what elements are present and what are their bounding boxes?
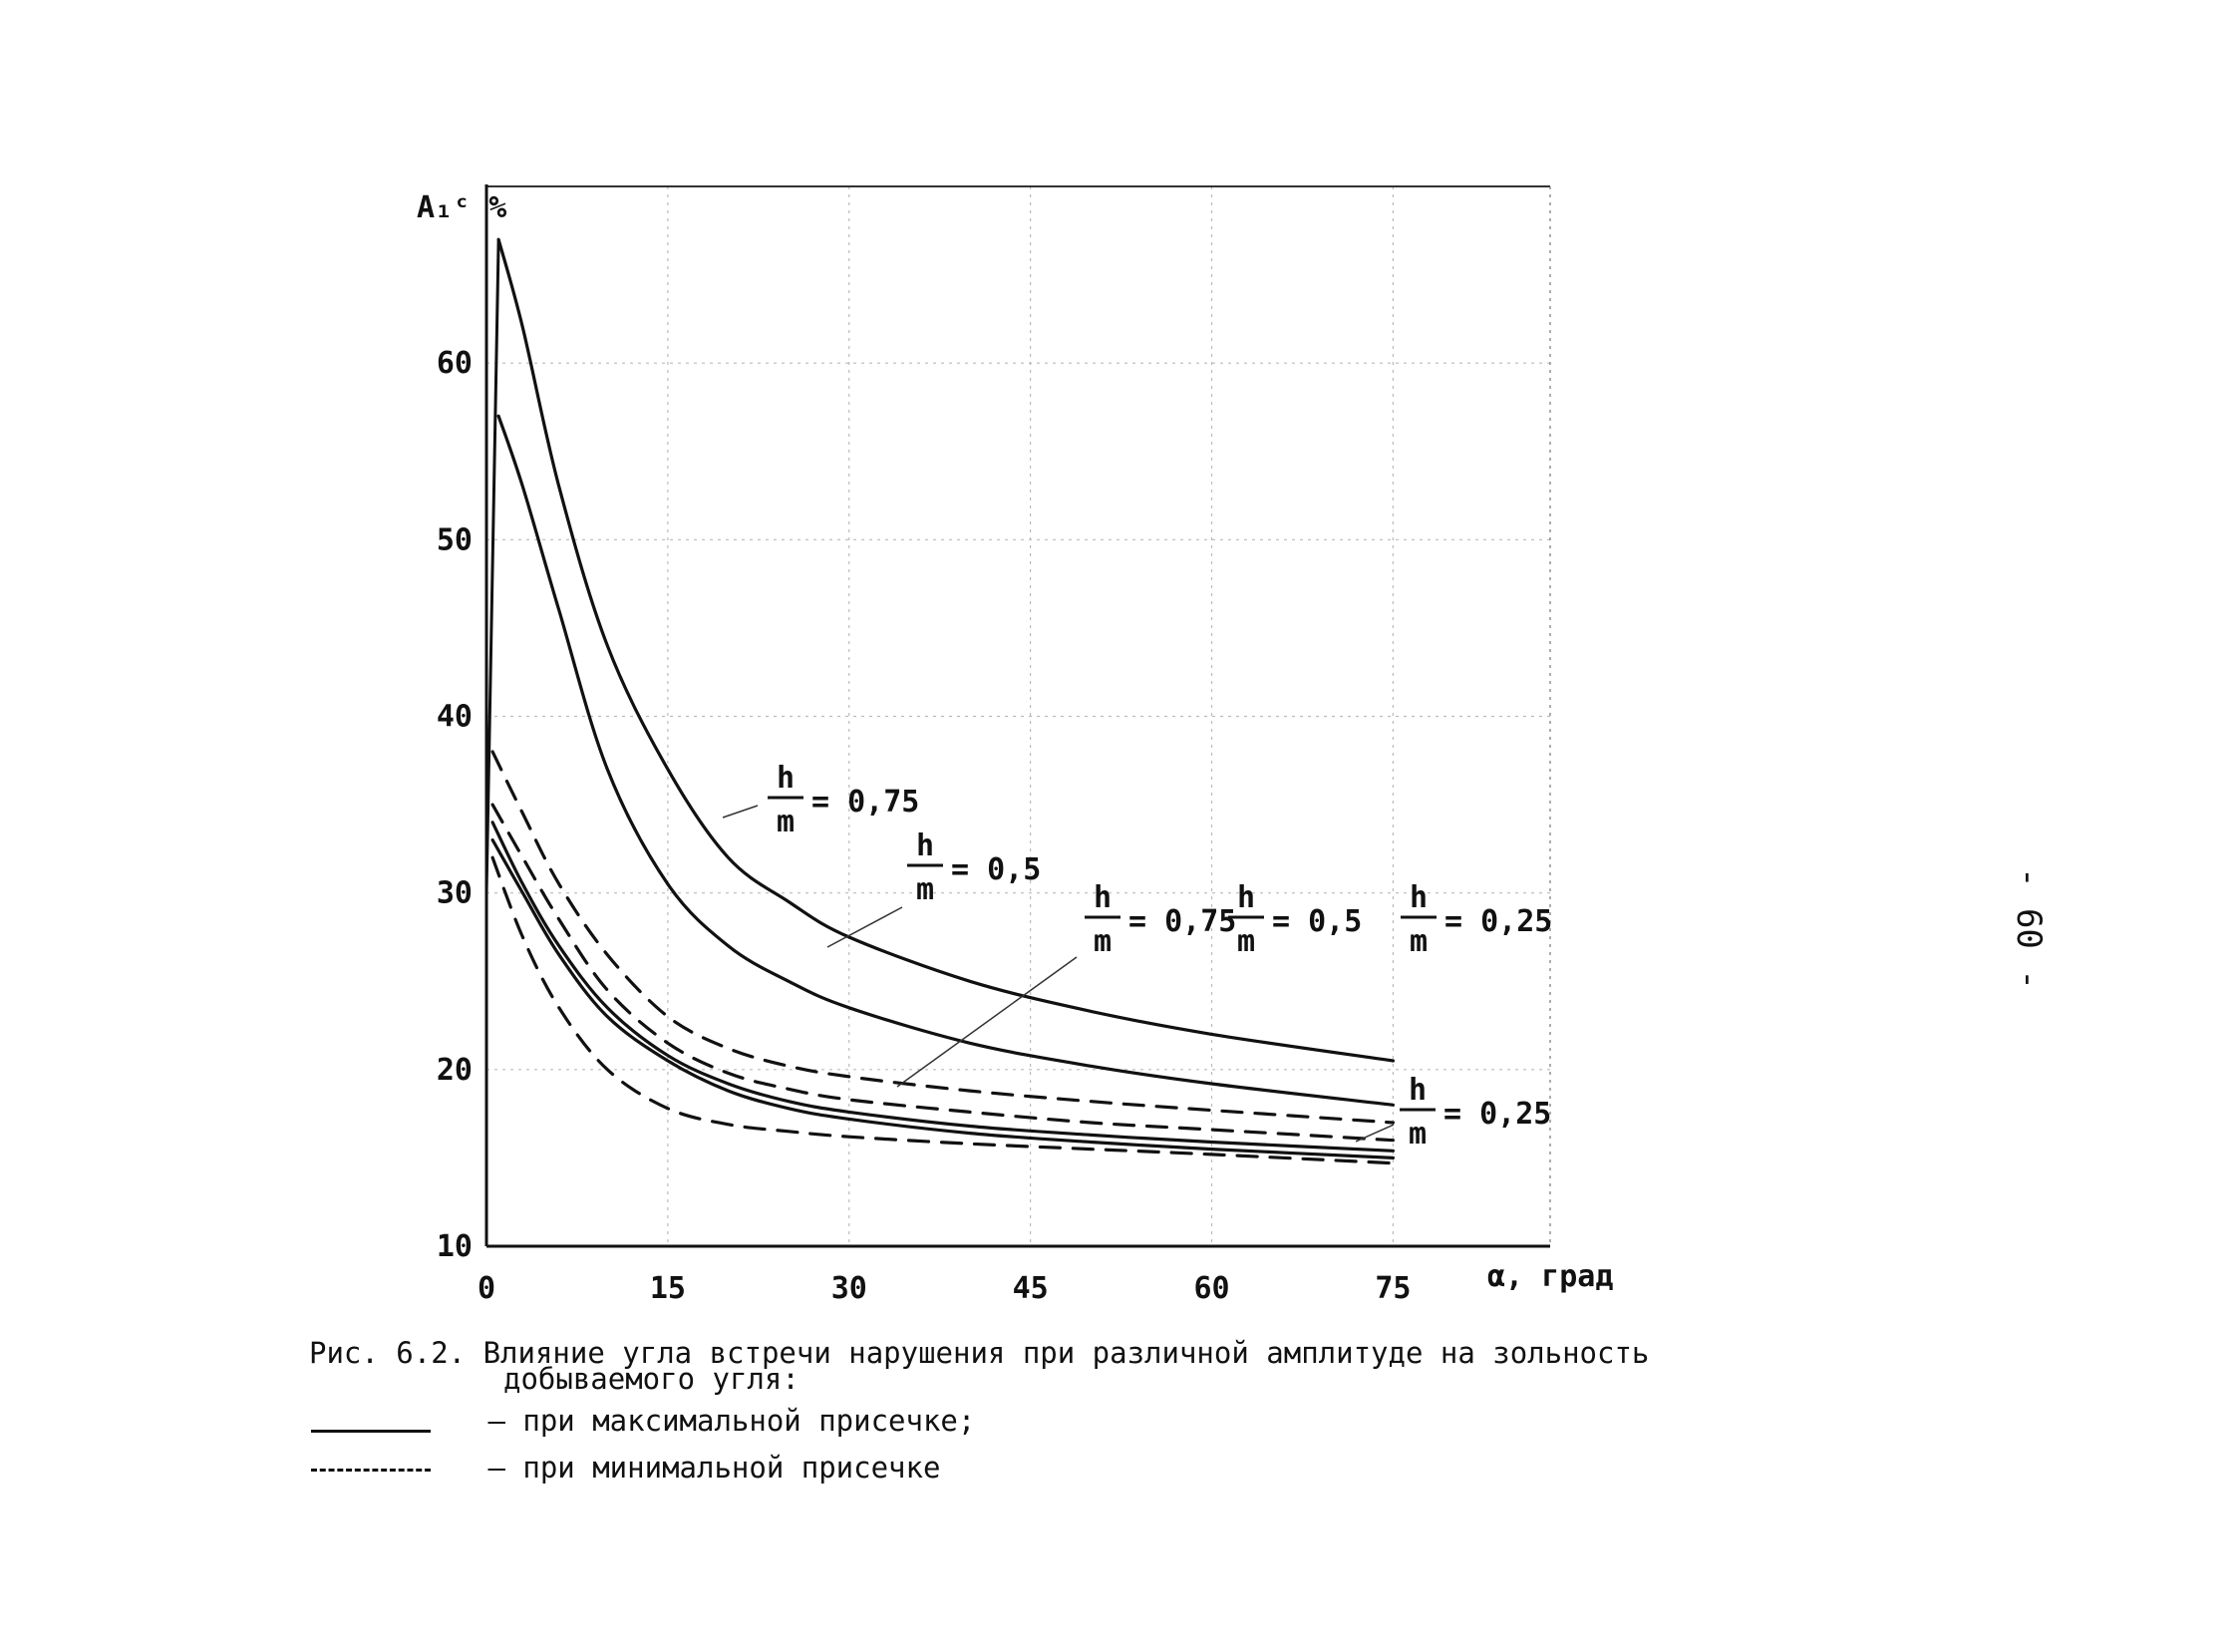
tick-labels: 0 15 30 45 60 75 10 20 30 40 50 60 [437, 346, 1412, 1306]
annotation-denominator: m [1237, 924, 1255, 959]
annotation-numerator: h [1409, 1073, 1427, 1108]
annotation-leader-6 [1355, 1124, 1395, 1143]
caption-title-line2: добываемого угля: [503, 1362, 800, 1396]
annotation-numerator: h [777, 761, 795, 796]
axes [484, 184, 1550, 1248]
annotation-denominator: m [777, 805, 795, 839]
annotation-leaders [722, 805, 1395, 1143]
legend-dashed-swatch [311, 1468, 431, 1472]
annotation-3: hm = 0,75 [1085, 880, 1236, 959]
legend-dashed-label: – при минимальной присечке [487, 1451, 941, 1485]
figure-caption: Рис. 6.2. Влияние угла встречи нарушения… [309, 1336, 1649, 1396]
series-line-4-solid [490, 837, 1395, 1159]
annotation-numerator: h [1237, 880, 1255, 915]
x-tick-label-4: 60 [1193, 1271, 1229, 1306]
annotation-5: hm = 0,25 [1401, 880, 1552, 959]
annotation-denominator: m [1409, 1117, 1427, 1152]
annotation-value: = 0,75 [1128, 904, 1236, 939]
axis-labels: A₁ᶜ % α, град [417, 190, 1613, 1294]
x-tick-label-1: 15 [650, 1271, 686, 1306]
series-line-1-solid [496, 237, 1395, 1063]
annotation-denominator: m [1094, 924, 1112, 959]
series-line-7-dashed [490, 855, 1395, 1165]
x-tick-label-3: 45 [1013, 1271, 1049, 1306]
legend-solid-label: – при максимальной присечке; [487, 1404, 976, 1438]
y-tick-label-2: 30 [437, 876, 473, 911]
y-tick-label-4: 50 [437, 522, 473, 557]
grid [486, 185, 1551, 1246]
legend-solid-swatch [311, 1429, 431, 1433]
annotation-1: hm = 0,75 [768, 761, 919, 839]
x-axis-label: α, град [1487, 1259, 1613, 1294]
series-line-6-dashed [490, 803, 1395, 1143]
y-tick-label-3: 40 [437, 700, 473, 735]
annotation-value: = 0,75 [811, 785, 919, 820]
annotation-leader-1 [722, 805, 759, 819]
annotation-value: = 0,25 [1443, 1097, 1551, 1132]
y-tick-label-1: 20 [437, 1053, 473, 1088]
series-line-3-solid [490, 821, 1395, 1153]
series-line-5-dashed [490, 750, 1395, 1125]
x-tick-label-2: 30 [831, 1271, 867, 1306]
series-lines [484, 237, 1395, 1165]
caption-title-line1: Рис. 6.2. Влияние угла встречи нарушения… [309, 1336, 1650, 1370]
legend-dashed-entry: – при минимальной присечке [311, 1451, 940, 1485]
x-tick-label-0: 0 [478, 1271, 495, 1306]
annotation-value: = 0,5 [951, 852, 1041, 887]
y-axis-label: A₁ᶜ % [417, 190, 506, 225]
y-tick-label-0: 10 [437, 1229, 473, 1264]
annotation-leader-3 [896, 956, 1078, 1088]
annotation-numerator: h [1094, 880, 1112, 915]
annotation-value: = 0,5 [1272, 904, 1362, 939]
annotation-6: hm = 0,25 [1400, 1073, 1551, 1152]
annotation-value: = 0,25 [1444, 904, 1552, 939]
annotation-numerator: h [916, 828, 934, 863]
page-number: - 60 - [2009, 867, 2049, 990]
legend-solid-entry: – при максимальной присечке; [311, 1404, 975, 1438]
annotation-denominator: m [916, 872, 934, 907]
annotation-numerator: h [1410, 880, 1428, 915]
annotation-leader-2 [826, 906, 903, 948]
annotation-denominator: m [1410, 924, 1428, 959]
x-tick-label-5: 75 [1375, 1271, 1411, 1306]
series-line-2-solid [496, 414, 1395, 1107]
origin-rise [484, 239, 500, 893]
annotation-4: hm = 0,5 [1228, 880, 1362, 959]
annotation-2: hm = 0,5 [907, 828, 1041, 907]
y-tick-label-5: 60 [437, 346, 473, 381]
